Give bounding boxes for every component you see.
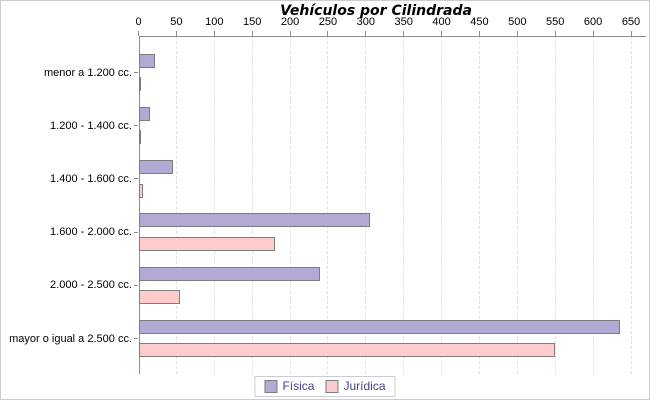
x-axis-tick: [516, 30, 518, 36]
x-axis-line: [138, 35, 646, 37]
bar-juridica-3: [138, 236, 275, 251]
bar-fisica-4: [138, 266, 321, 281]
y-axis-tick: [134, 125, 138, 127]
x-tick-label: 400: [432, 16, 451, 28]
category-label: 1.200 - 1.400 cc.: [50, 119, 132, 132]
gridline: [478, 35, 480, 374]
x-tick-label: 150: [242, 16, 262, 28]
chart-title: Vehículos por Cilindrada: [280, 3, 472, 19]
x-axis-tick: [213, 30, 215, 36]
x-tick-label: 600: [583, 16, 603, 28]
legend-label-fisica: Física: [282, 379, 315, 393]
legend: Física Jurídica: [254, 376, 396, 397]
x-tick-label: 200: [280, 16, 300, 28]
x-axis-tick: [478, 30, 480, 36]
gridline: [365, 35, 367, 374]
bar-juridica-0: [138, 77, 141, 92]
gridline: [251, 35, 253, 374]
x-axis-tick: [138, 30, 139, 36]
x-tick-label: 0: [135, 16, 142, 28]
bar-juridica-5: [138, 343, 556, 358]
x-tick-label: 550: [546, 16, 565, 28]
category-label: 2.000 - 2.500 cc.: [50, 279, 132, 292]
gridline: [554, 35, 556, 374]
x-tick-label: 250: [318, 16, 338, 28]
bar-fisica-3: [138, 213, 370, 228]
x-tick-label: 50: [170, 16, 183, 28]
gridline: [327, 35, 329, 374]
bar-juridica-1: [138, 130, 141, 145]
legend-swatch-fisica-icon: [264, 380, 278, 393]
category-label: 1.400 - 1.600 cc.: [50, 172, 132, 185]
x-axis-tick: [327, 30, 329, 36]
x-axis-tick: [289, 30, 291, 36]
bar-fisica-0: [138, 53, 156, 68]
y-axis-tick: [134, 338, 138, 339]
x-tick-label: 100: [205, 16, 224, 28]
y-axis-tick: [134, 178, 138, 180]
bar-juridica-4: [138, 289, 181, 304]
x-axis-tick: [554, 30, 556, 36]
x-axis-tick: [365, 30, 367, 36]
x-tick-label: 450: [470, 16, 489, 28]
gridline: [630, 35, 632, 374]
legend-item-fisica: Física: [264, 380, 314, 393]
bar-fisica-2: [138, 160, 173, 175]
legend-label-juridica: Jurídica: [343, 379, 386, 393]
x-axis-tick: [592, 30, 594, 36]
bar-juridica-2: [138, 183, 144, 198]
gridline: [213, 35, 215, 374]
category-label: 1.600 - 2.000 cc.: [50, 226, 132, 239]
gridline: [289, 35, 291, 374]
x-axis-tick: [441, 30, 443, 36]
x-tick-label: 300: [356, 16, 375, 28]
category-label: mayor o igual a 2.500 cc.: [9, 332, 132, 345]
x-axis-tick: [630, 30, 632, 36]
bar-fisica-5: [138, 319, 620, 334]
legend-item-juridica: Jurídica: [325, 379, 386, 393]
y-axis-tick: [134, 284, 138, 286]
gridline: [403, 35, 405, 374]
category-label: menor a 1.200 cc.: [43, 66, 132, 79]
gridline: [441, 35, 443, 374]
x-axis-tick: [175, 30, 177, 36]
x-axis-tick: [403, 30, 405, 36]
legend-swatch-juridica-icon: [325, 380, 339, 393]
x-tick-label: 350: [394, 16, 413, 28]
gridline: [516, 35, 518, 374]
gridline: [175, 35, 177, 374]
bar-fisica-1: [138, 107, 150, 122]
x-axis-tick: [251, 30, 253, 36]
gridline: [592, 35, 594, 374]
y-axis-tick: [134, 231, 138, 233]
y-axis-line: [138, 35, 140, 374]
x-tick-label: 650: [621, 16, 641, 28]
x-tick-label: 500: [508, 16, 527, 28]
y-axis-tick: [134, 72, 138, 73]
